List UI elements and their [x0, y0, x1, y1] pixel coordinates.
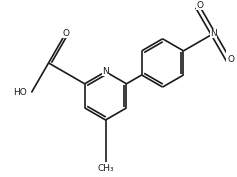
Text: HO: HO: [13, 88, 27, 97]
Text: N: N: [102, 67, 109, 76]
Text: N: N: [210, 29, 216, 38]
Text: O: O: [228, 55, 235, 64]
Text: O: O: [196, 1, 203, 10]
Text: O: O: [62, 29, 69, 38]
Text: CH₃: CH₃: [97, 164, 114, 173]
